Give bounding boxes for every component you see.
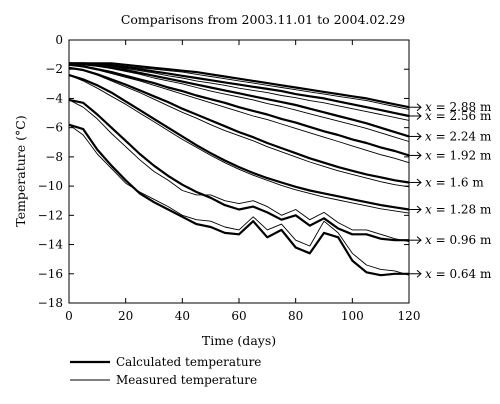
y-axis-ticks: 0 −2 −4 −6 −8 −10 −12 −14 −16 −18: [38, 33, 409, 310]
y-tick-label-5: −10: [38, 179, 63, 193]
y-tick-label-9: −18: [38, 296, 63, 310]
depth-label-2: x = 2.24 m: [425, 129, 492, 143]
calculated-line-1: [69, 62, 410, 118]
y-tick-label-7: −14: [38, 238, 64, 252]
y-tick-label-3: −6: [45, 121, 63, 135]
depth-arrow-head-0: [416, 103, 422, 112]
depth-label-3: x = 1.92 m: [425, 148, 492, 162]
calculated-line-3: [68, 63, 410, 157]
x-tick-label-1: 20: [118, 309, 133, 323]
calculated-line-5: [68, 74, 410, 211]
measured-line-1: [68, 62, 410, 121]
legend: Calculated temperature Measured temperat…: [70, 355, 261, 387]
y-tick-label-2: −4: [45, 91, 63, 105]
y-tick-label-0: 0: [55, 33, 63, 47]
depth-label-7: x = 0.64 m: [425, 267, 492, 281]
y-tick-label-1: −2: [45, 62, 63, 76]
depth-arrow-head-4: [416, 178, 422, 187]
depth-label-4: x = 1.6 m: [425, 175, 484, 189]
depth-arrow-head-3: [416, 151, 422, 160]
measured-line-2: [68, 62, 410, 142]
depth-arrow-head-6: [416, 236, 422, 245]
x-tick-label-5: 100: [341, 309, 364, 323]
depth-label-1: x = 2.56 m: [425, 109, 492, 123]
x-tick-label-2: 40: [175, 309, 190, 323]
x-tick-label-0: 0: [65, 309, 73, 323]
depth-arrow-head-1: [416, 112, 422, 120]
y-tick-label-8: −16: [38, 267, 63, 281]
y-tick-label-4: −8: [45, 150, 63, 164]
legend-calculated-label: Calculated temperature: [116, 355, 261, 369]
measured-line-3: [68, 64, 410, 164]
measured-line-5: [68, 74, 410, 214]
measured-line-6: [68, 99, 410, 243]
y-axis-label: Temperature (°C): [13, 115, 28, 226]
depth-arrow-head-2: [416, 132, 422, 141]
series-lines: [68, 62, 410, 277]
calculated-line-2: [68, 62, 410, 138]
calculated-line-0: [69, 62, 410, 109]
x-axis-ticks: 0 20 40 60 80 100 120: [65, 40, 420, 323]
depth-label-5: x = 1.28 m: [425, 202, 492, 216]
depth-arrow-head-7: [416, 269, 422, 278]
x-tick-label-4: 80: [288, 309, 303, 323]
calculated-line-7: [68, 123, 409, 277]
y-tick-label-6: −12: [38, 208, 63, 222]
depth-label-0: x = 2.88 m: [425, 100, 492, 114]
depth-label-6: x = 0.96 m: [425, 233, 492, 247]
x-axis-label: Time (days): [202, 333, 276, 348]
legend-measured-label: Measured temperature: [116, 373, 257, 387]
x-tick-label-6: 120: [398, 309, 421, 323]
calculated-line-6: [68, 98, 409, 242]
chart-title: Comparisons from 2003.11.01 to 2004.02.2…: [121, 12, 405, 27]
x-tick-label-3: 60: [231, 309, 246, 323]
calculated-line-4: [68, 66, 410, 184]
measured-line-7: [68, 124, 410, 276]
depth-labels: x = 2.88 mx = 2.56 m x = 2.24 m x = 1.92 m…: [409, 100, 492, 281]
measured-line-4: [68, 67, 410, 188]
depth-arrow-head-5: [416, 205, 422, 214]
